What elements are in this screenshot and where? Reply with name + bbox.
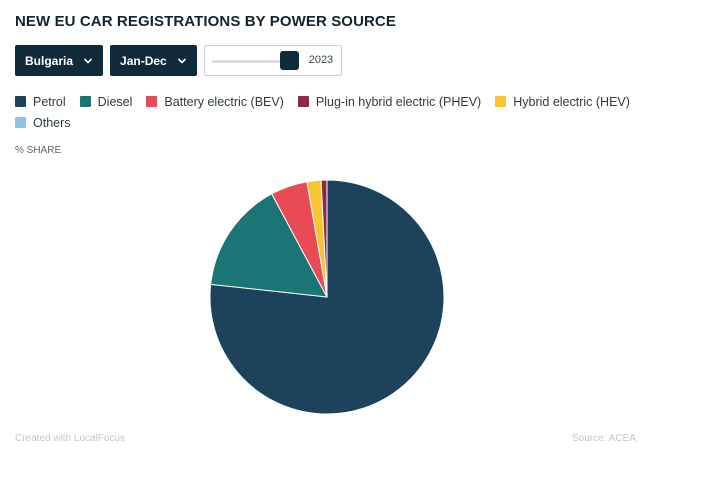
legend-label: Petrol [33,94,66,109]
legend-label: Hybrid electric (HEV) [513,94,630,109]
legend-item[interactable]: Others [15,115,71,130]
country-dropdown-label: Bulgaria [25,53,74,68]
slider-value: 2023 [308,54,334,66]
unit-label: % SHARE [15,145,62,156]
legend-item[interactable]: Hybrid electric (HEV) [495,94,630,109]
period-dropdown-label: Jan-Dec [120,53,167,68]
legend-swatch [297,96,309,107]
credit-text: Created with LocalFocus [15,433,126,444]
chevron-down-icon [83,57,93,64]
legend-swatch [15,117,26,128]
chevron-down-icon [177,57,186,64]
legend-swatch [15,96,26,107]
pie-slice-plug-in-hybrid-electric-phev[interactable] [320,179,328,298]
legend-label: Diesel [97,94,133,109]
slider-handle[interactable] [279,51,299,70]
source-text: Source: ACEA [572,433,636,444]
legend-label: Battery electric (BEV) [164,94,284,109]
filter-controls: Bulgaria Jan-Dec 2023 [15,45,342,76]
legend-label: Plug-in hybrid electric (PHEV) [315,94,482,109]
chart-legend: Petrol Diesel Battery electric (BEV) Plug-i… [15,94,655,130]
legend-item[interactable]: Diesel [79,94,133,109]
legend-swatch [79,96,91,107]
year-slider[interactable]: 2023 [203,45,342,76]
pie-slice-diesel[interactable] [210,193,328,298]
country-dropdown[interactable]: Bulgaria [15,45,104,76]
legend-item[interactable]: Battery electric (BEV) [146,94,284,109]
period-dropdown[interactable]: Jan-Dec [110,45,197,76]
legend-label: Others [33,115,71,130]
slider-track[interactable] [211,60,297,63]
legend-item[interactable]: Plug-in hybrid electric (PHEV) [297,94,482,109]
legend-swatch [146,96,158,107]
legend-swatch [495,96,507,107]
chart-title: NEW EU CAR REGISTRATIONS BY POWER SOURCE [15,13,396,30]
legend-item[interactable]: Petrol [15,94,66,109]
